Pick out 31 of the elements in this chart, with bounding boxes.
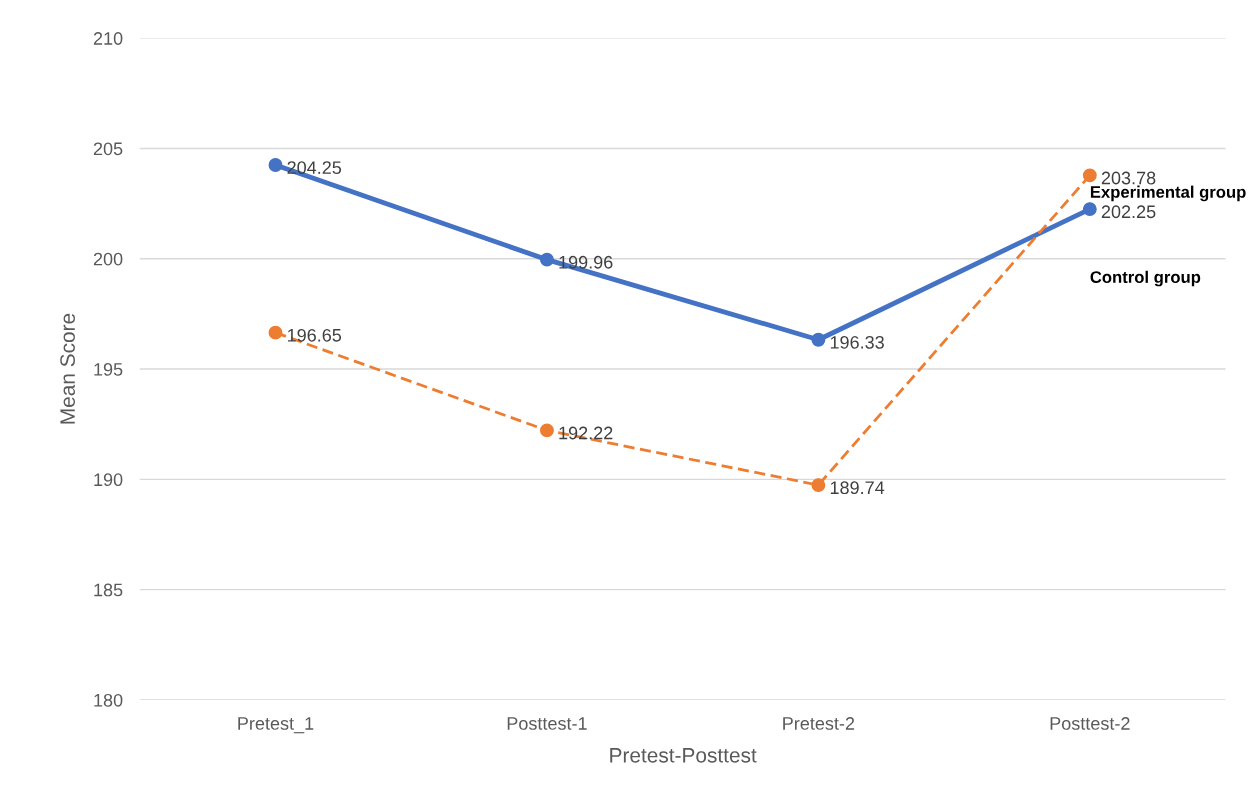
series-label: Experimental group [1090,185,1246,202]
data-label: 192.22 [559,426,613,440]
data-label: 196.33 [830,335,884,349]
y-tick-label: 205 [93,142,123,156]
data-label: 202.25 [1101,205,1156,219]
y-tick-label: 195 [94,362,123,376]
data-label: 199.96 [559,255,613,269]
y-axis-title: Mean Score [60,313,75,424]
point [1082,202,1097,217]
x-tick-label: Pretest-2 [783,717,855,730]
point [539,252,554,267]
data-label: 203.78 [1101,171,1156,185]
point [811,478,826,493]
data-label: 189.74 [830,481,885,495]
point [539,423,554,438]
point [268,158,283,172]
y-tick-label: 185 [94,583,123,597]
x-tick-label: Posttest-1 [507,717,587,730]
data-label: 196.65 [287,328,342,342]
point [811,332,826,347]
data-label: 204.25 [287,161,342,175]
y-tick-label: 210 [93,32,123,45]
y-tick-label: 200 [93,252,123,266]
y-tick-label: 190 [94,473,123,487]
point [268,325,283,340]
x-tick-label: Posttest-2 [1050,717,1130,730]
text: Control group [1090,270,1201,287]
point [1082,168,1097,183]
x-tick-label: Pretest_1 [238,717,314,734]
x-axis-title: Pretest-Posttest [610,748,757,763]
y-tick-label: 180 [94,693,123,707]
